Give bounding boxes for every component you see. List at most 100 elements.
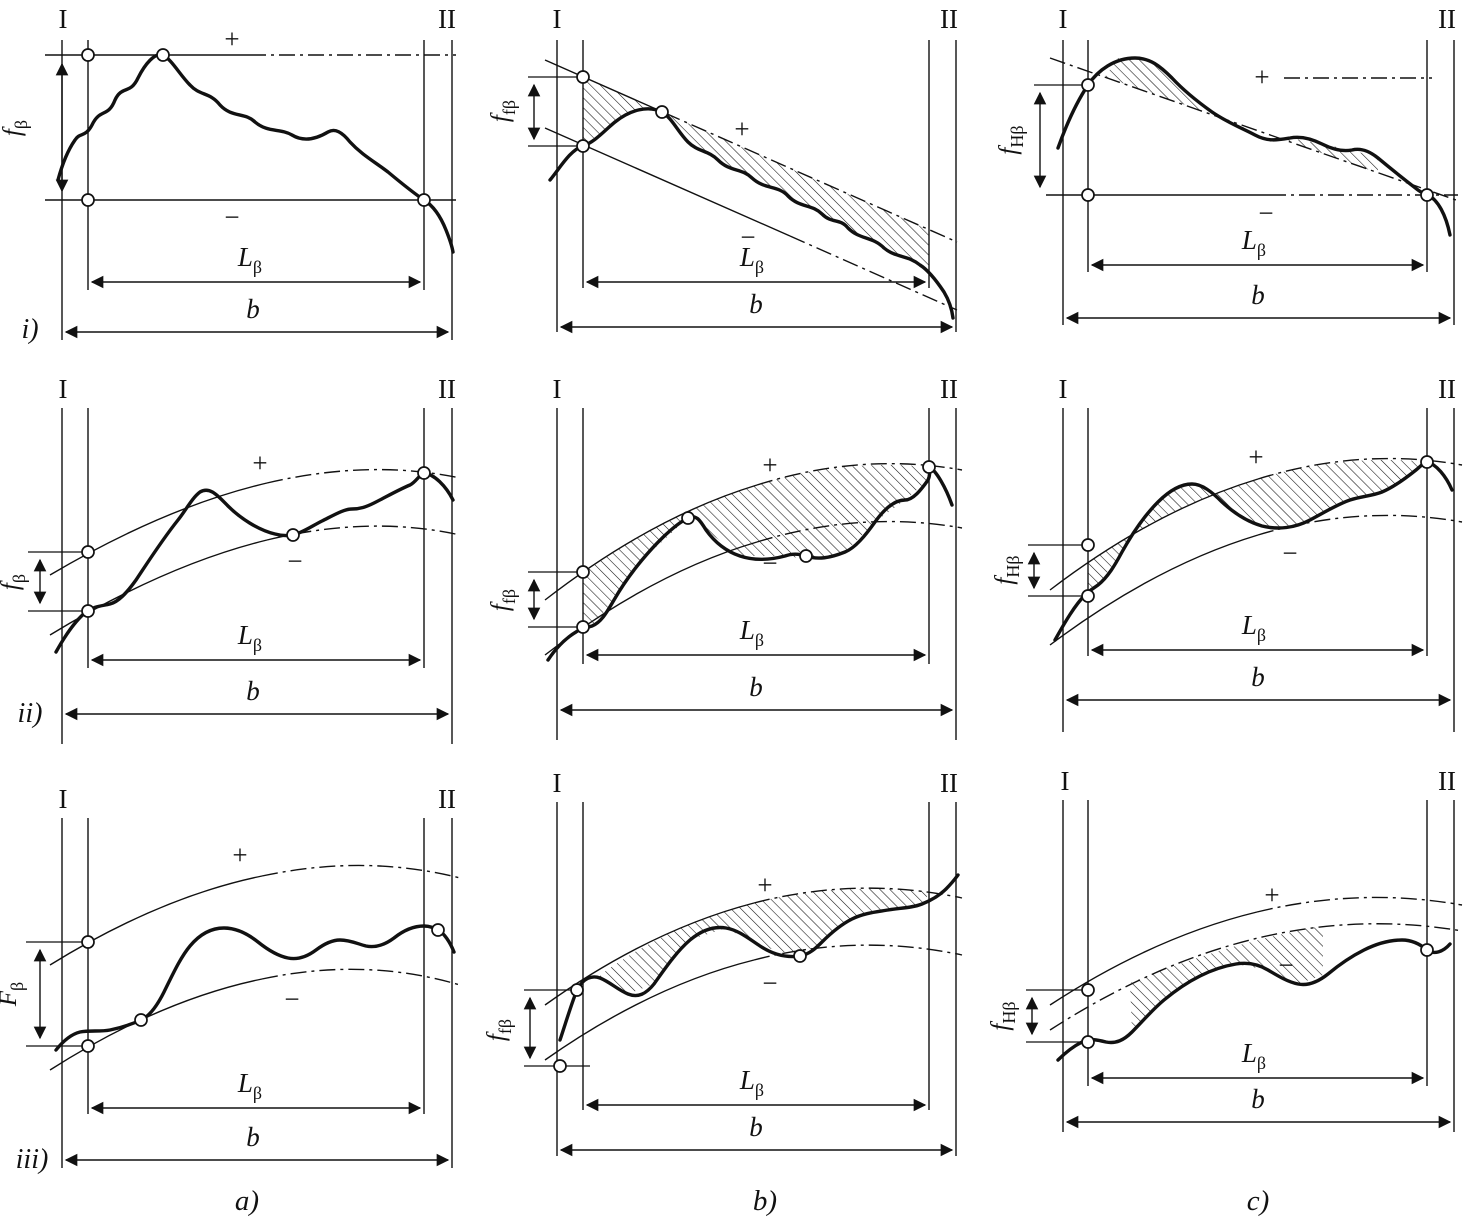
boundary-lines: [556, 40, 957, 332]
deviation-label: Fβ: [0, 982, 27, 1007]
row-label-ii: ii): [18, 698, 43, 729]
deviation-label: ffβ: [483, 1019, 515, 1041]
deviation-label: ffβ: [487, 589, 519, 611]
facewidth-label: b: [246, 294, 260, 324]
plus-sign: +: [252, 448, 267, 478]
facewidth-label: b: [246, 676, 260, 706]
trace-curve: [1056, 938, 1452, 1062]
boundary-lines: [556, 802, 957, 1156]
section-label-end: II: [940, 768, 958, 798]
column-label-b: b): [753, 1185, 777, 1217]
hatch-area: [583, 464, 929, 627]
cell-i-c: I II + − fHβ Lβ b: [995, 4, 1458, 325]
eval-length-label: Lβ: [237, 242, 262, 277]
plus-sign: +: [232, 840, 247, 870]
plus-sign: +: [1248, 442, 1263, 472]
row-label-iii: iii): [16, 1144, 49, 1175]
section-label-start: I: [59, 374, 68, 404]
measurement-points: [1081, 943, 1434, 1049]
measurement-points: [576, 460, 936, 634]
facewidth-label: b: [1251, 662, 1265, 692]
minus-sign: −: [762, 548, 777, 578]
cell-i-a: I II + − fβ Lβ b i): [0, 4, 456, 345]
minus-sign: −: [762, 968, 777, 998]
facewidth-label: b: [749, 289, 763, 319]
measurement-points: [81, 923, 445, 1053]
column-labels: a) b) c): [235, 1185, 1269, 1217]
section-label-end: II: [438, 374, 456, 404]
cell-iii-c: I II + − fHβ Lβ b: [987, 766, 1463, 1132]
boundary-lines: [556, 408, 957, 740]
boundary-lines: [61, 408, 453, 744]
eval-length-label: Lβ: [237, 620, 262, 655]
facewidth-label: b: [1251, 1084, 1265, 1114]
trace-curve: [546, 465, 954, 662]
minus-sign: −: [1282, 538, 1297, 568]
cell-iii-b: I II + − ffβ Lβ b: [483, 768, 963, 1157]
minus-sign: −: [224, 202, 239, 232]
cell-ii-b: I II + − ffβ Lβ b: [487, 374, 963, 740]
section-label-start: I: [553, 374, 562, 404]
eval-length-label: Lβ: [1241, 1038, 1266, 1073]
measurement-points: [1081, 78, 1434, 202]
facewidth-label: b: [749, 1112, 763, 1142]
trace-curve: [1053, 460, 1454, 642]
cell-ii-a: I II + − fβ Lβ b ii): [0, 374, 461, 744]
boundary-lines: [1062, 800, 1455, 1132]
measurement-points: [81, 48, 431, 207]
hatch-area: [1088, 459, 1427, 593]
plus-sign: +: [757, 870, 772, 900]
eval-length-label: Lβ: [1241, 225, 1266, 260]
eval-length-label: Lβ: [739, 1065, 764, 1100]
deviation-ticks: [528, 76, 577, 147]
section-label-end: II: [1438, 766, 1456, 796]
minus-sign: −: [1258, 198, 1273, 228]
reference-lines: [45, 54, 456, 201]
boundary-lines: [1062, 408, 1455, 732]
section-label-start: I: [1059, 4, 1068, 34]
deviation-label: fHβ: [995, 125, 1027, 154]
section-label-end: II: [1438, 4, 1456, 34]
deviation-label: fβ: [0, 120, 31, 136]
reference-lines: [26, 864, 461, 1071]
trace-curve: [56, 52, 455, 254]
trace-curve: [54, 924, 456, 1052]
minus-sign: −: [1278, 950, 1293, 980]
eval-length-label: Lβ: [1241, 610, 1266, 645]
measurement-points: [81, 466, 431, 618]
section-label-start: I: [553, 768, 562, 798]
section-label-end: II: [438, 4, 456, 34]
plus-sign: +: [1254, 62, 1269, 92]
trace-curve: [54, 471, 455, 654]
trace-curve: [1056, 56, 1452, 237]
boundary-lines: [1062, 40, 1455, 325]
plus-sign: +: [734, 114, 749, 144]
section-label-start: I: [1061, 766, 1070, 796]
section-label-start: I: [553, 4, 562, 34]
section-label-start: I: [1059, 374, 1068, 404]
cell-i-b: I II + − ffβ Lβ b: [487, 4, 958, 334]
deviation-label: ffβ: [487, 100, 519, 122]
measurement-points: [553, 949, 807, 1073]
section-label-start: I: [59, 784, 68, 814]
section-label-end: II: [438, 784, 456, 814]
facewidth-label: b: [1251, 280, 1265, 310]
trace-curve: [558, 873, 960, 1042]
cell-ii-c: I II + − fHβ Lβ b: [991, 374, 1463, 732]
section-label-end: II: [940, 4, 958, 34]
plus-sign: +: [762, 450, 777, 480]
eval-length-label: Lβ: [237, 1068, 262, 1103]
plus-sign: +: [224, 24, 239, 54]
facewidth-label: b: [749, 672, 763, 702]
eval-length-label: Lβ: [739, 615, 764, 650]
minus-sign: −: [284, 984, 299, 1014]
cell-iii-a: I II + − Fβ Lβ b iii): [0, 784, 461, 1175]
measurement-points: [1081, 455, 1434, 603]
hatch-areas: [1105, 58, 1378, 173]
deviation-label: fHβ: [987, 1001, 1019, 1030]
deviation-label: fβ: [0, 574, 29, 590]
facewidth-label: b: [246, 1122, 260, 1152]
plus-sign: +: [1264, 880, 1279, 910]
